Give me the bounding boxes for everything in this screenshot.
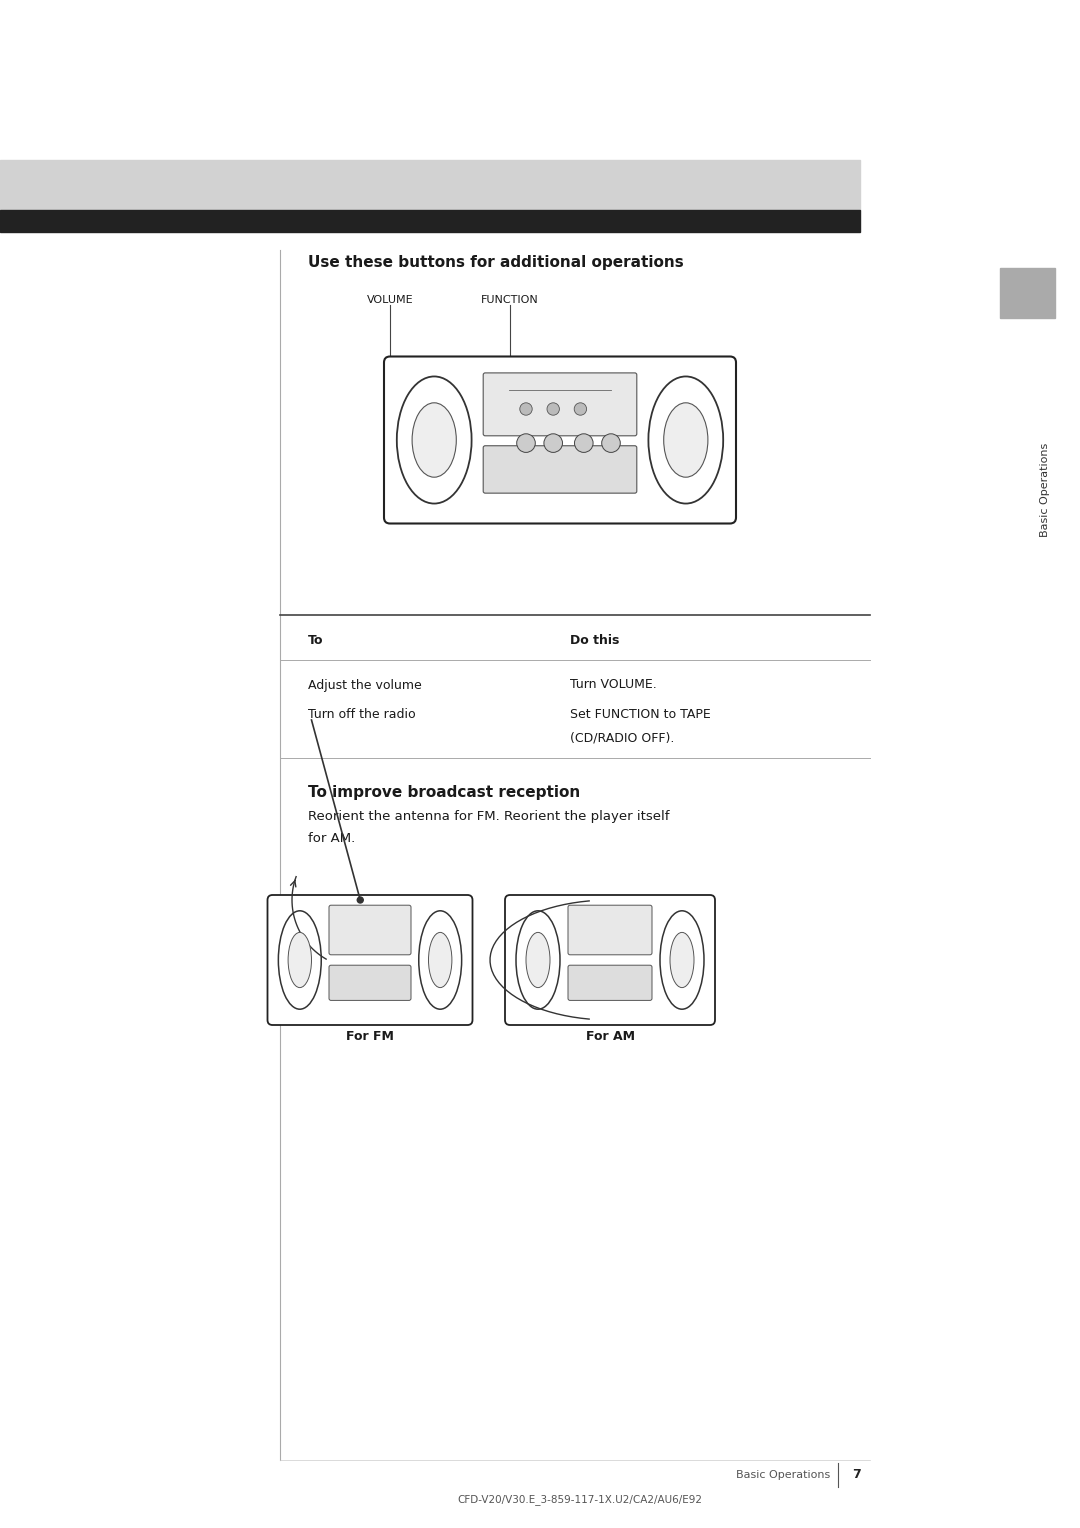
Bar [0,209,860,232]
Text: Set FUNCTION to TAPE: Set FUNCTION to TAPE [570,709,711,721]
Circle shape [575,434,593,452]
FancyBboxPatch shape [483,446,637,494]
Circle shape [546,403,559,416]
Ellipse shape [648,376,724,504]
Text: 7: 7 [852,1468,861,1482]
Circle shape [357,897,363,903]
Ellipse shape [516,911,561,1008]
Text: For FM: For FM [346,1030,394,1044]
Circle shape [544,434,563,452]
FancyBboxPatch shape [568,905,652,955]
Text: Use these buttons for additional operations: Use these buttons for additional operati… [308,255,684,270]
Text: Do this: Do this [570,634,619,646]
Text: Adjust the volume: Adjust the volume [308,678,422,692]
Ellipse shape [429,932,451,987]
FancyBboxPatch shape [384,356,735,524]
Circle shape [602,434,620,452]
Bar [1000,267,1055,318]
Text: Reorient the antenna for FM. Reorient the player itself: Reorient the antenna for FM. Reorient th… [308,810,670,824]
Text: FUNCTION: FUNCTION [481,295,539,306]
Text: Turn VOLUME.: Turn VOLUME. [570,678,657,692]
Bar [0,160,860,209]
FancyBboxPatch shape [268,895,473,1025]
Text: VOLUME: VOLUME [367,295,414,306]
Ellipse shape [526,932,550,987]
FancyBboxPatch shape [483,373,637,435]
FancyBboxPatch shape [329,905,411,955]
Text: Basic Operations: Basic Operations [735,1470,831,1481]
Ellipse shape [419,911,461,1008]
Ellipse shape [670,932,694,987]
Text: CFD-V20/V30.E_3-859-117-1X.U2/CA2/AU6/E92: CFD-V20/V30.E_3-859-117-1X.U2/CA2/AU6/E9… [458,1494,702,1505]
FancyBboxPatch shape [505,895,715,1025]
Ellipse shape [664,403,707,477]
Circle shape [575,403,586,416]
Text: Basic Operations: Basic Operations [1040,443,1050,538]
Circle shape [516,434,536,452]
Text: To: To [308,634,324,646]
Ellipse shape [660,911,704,1008]
FancyBboxPatch shape [329,966,411,1001]
Ellipse shape [413,403,457,477]
FancyBboxPatch shape [568,966,652,1001]
Text: (CD/RADIO OFF).: (CD/RADIO OFF). [570,732,674,744]
Ellipse shape [396,376,472,504]
Ellipse shape [288,932,311,987]
Ellipse shape [279,911,321,1008]
Text: To improve broadcast reception: To improve broadcast reception [308,785,580,801]
Text: Turn off the radio: Turn off the radio [308,709,416,721]
Text: for AM.: for AM. [308,833,355,845]
Circle shape [519,403,532,416]
Text: For AM: For AM [585,1030,635,1044]
